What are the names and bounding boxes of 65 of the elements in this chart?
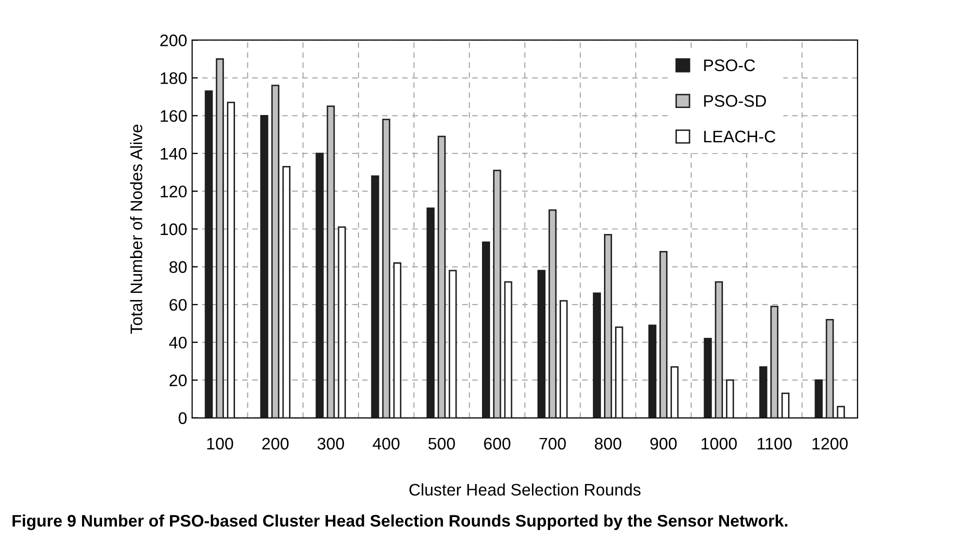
bar [770,306,778,418]
x-tick-label: 1000 [702,438,737,450]
bar [438,136,446,418]
bar [826,318,834,418]
bar [648,324,656,418]
x-tick-label: 600 [484,438,510,450]
bar [382,118,390,418]
y-tick-label: 180 [160,72,187,84]
bar [260,114,268,418]
bar [670,366,679,418]
bar [726,379,734,418]
bar [560,300,568,418]
bar [604,234,612,418]
x-tick-label: 1100 [758,438,792,450]
bar [338,226,346,418]
bar [836,406,845,418]
x-tick-label: 500 [428,438,455,450]
y-tick-label: 140 [160,148,187,160]
x-axis-title: Cluster Head Selection Rounds [409,483,641,496]
bar [615,326,624,418]
legend-label: PSO-C [704,59,755,72]
x-tick-label: 200 [262,438,289,450]
x-tick-label: 800 [594,438,622,450]
y-axis-title: Total Number of Nodes Alive [130,124,142,334]
x-tick-label: 1200 [812,438,848,450]
y-tick-label: 200 [160,34,187,46]
bar [482,242,490,418]
bar [504,281,512,418]
bar [371,175,380,418]
bar [781,392,790,418]
y-tick-label: 160 [160,110,187,122]
bar [759,366,768,418]
bar [659,250,668,418]
y-tick-label: 0 [178,412,187,424]
bar [393,262,402,418]
y-tick-label: 20 [170,374,187,386]
bar [216,58,224,418]
bar [426,208,435,418]
y-tick-label: 40 [169,336,187,349]
caption: Figure 9 Number of PSO-based Cluster Head Selection Rounds Supported by the Sensor Network. [12,514,788,530]
bar [493,170,502,418]
y-tick-label: 100 [160,223,187,236]
bar [204,90,213,418]
legend-label: LEACH-C [704,130,776,142]
x-tick-label: 700 [540,438,566,450]
bar [548,209,557,418]
y-tick-label: 80 [169,261,187,273]
x-tick-label: 900 [650,438,677,450]
y-tick-label: 120 [160,186,187,198]
x-tick-label: 100 [207,438,234,450]
x-tick-label: 300 [318,438,344,450]
bar [814,379,823,418]
bar [326,106,335,418]
bar [271,84,280,418]
y-tick-label: 60 [170,298,187,311]
x-tick-label: 400 [372,438,400,450]
bar [448,270,457,418]
bar [592,292,601,418]
bar [316,152,324,418]
legend-label: PSO-SD [704,95,766,107]
bar [226,102,235,418]
bar [537,270,546,418]
bar [714,281,723,418]
bar [282,166,290,418]
bar [704,338,712,418]
